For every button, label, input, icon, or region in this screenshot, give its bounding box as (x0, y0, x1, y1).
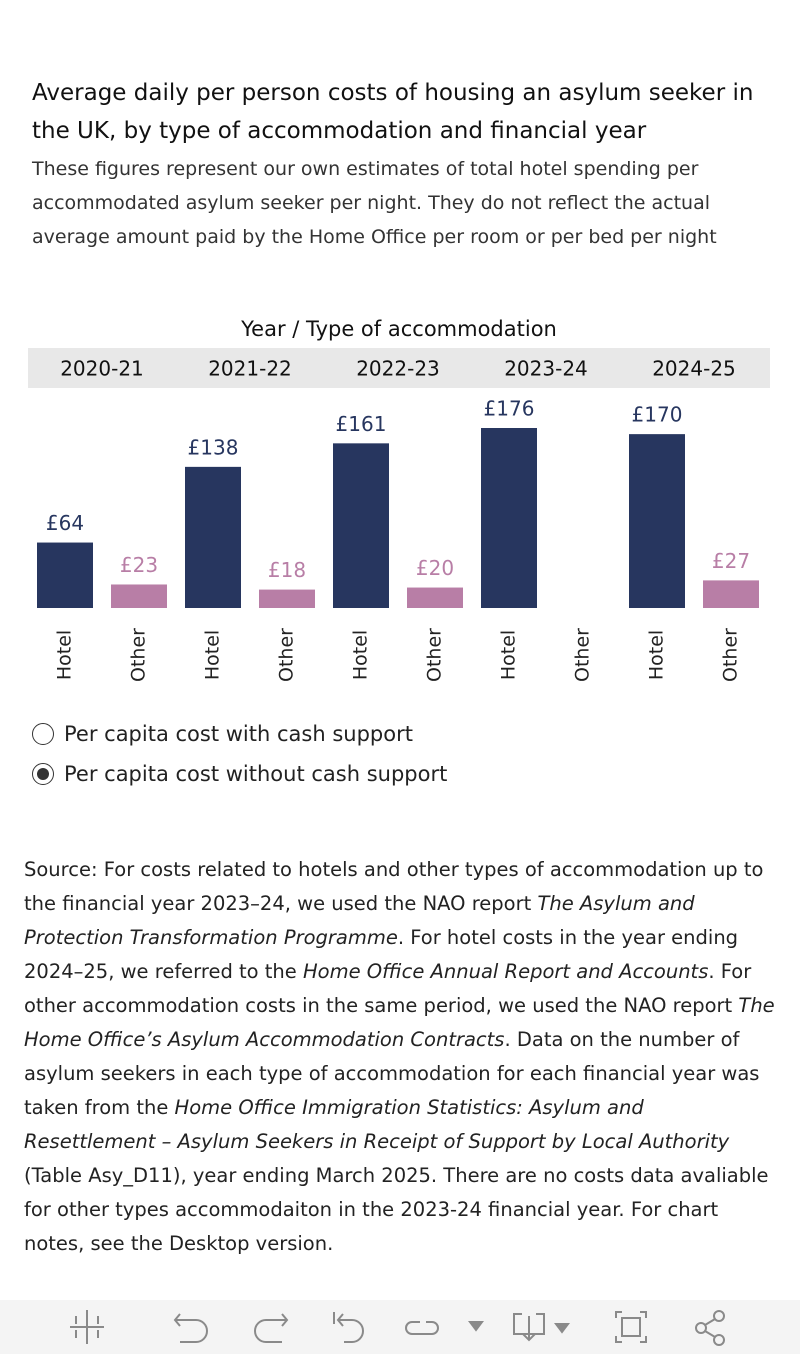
radio-button[interactable] (32, 723, 54, 745)
icon-tableau[interactable] (70, 1310, 104, 1344)
type-label: Other (128, 628, 150, 682)
value-label: £161 (336, 412, 387, 436)
header: Year / Type of accommodation (240, 317, 557, 341)
type-label: Other (572, 628, 594, 682)
icon-refresh[interactable] (405, 1321, 484, 1335)
source-text: . Data on the number of asylum seekers i… (24, 1028, 760, 1119)
value-label: £27 (712, 549, 750, 573)
icon-revert[interactable] (333, 1312, 364, 1343)
year-label: 2021-22 (208, 357, 292, 381)
value-label: £170 (632, 403, 683, 427)
type-label: Hotel (646, 630, 668, 680)
value-label: £23 (120, 553, 158, 577)
bar (481, 428, 537, 608)
icon-fullscreen[interactable] (615, 1311, 647, 1343)
value-label: £18 (268, 558, 306, 582)
source-text: . For hotel costs in the year ending 202… (24, 926, 739, 983)
chart: Year / Type of accommodation 2020-21 Hote… (28, 317, 770, 682)
type-label: Hotel (498, 630, 520, 680)
type-label: Hotel (202, 630, 224, 680)
radio-group: Per capita cost with cash support Per cap… (32, 714, 447, 794)
value-label: £20 (416, 556, 454, 580)
bar (407, 587, 463, 608)
value-label: £64 (46, 511, 84, 535)
toolbar (0, 1300, 800, 1354)
icon-undo[interactable] (173, 1313, 208, 1343)
radio-label[interactable]: Per capita cost with cash support (64, 722, 413, 746)
toolbar-icons (70, 1310, 725, 1346)
radio-option[interactable]: Per capita cost without cash support (32, 754, 447, 794)
value-label: £138 (188, 435, 239, 459)
bar (629, 434, 685, 608)
type-label: Hotel (350, 630, 372, 680)
source-note: Source: For costs related to hotels and … (24, 853, 776, 1261)
type-label: Other (424, 628, 446, 682)
icon-download[interactable] (513, 1313, 570, 1342)
source-title: The Home Office’s Asylum Accommodation C… (24, 994, 775, 1051)
type-label: Other (720, 628, 742, 682)
year-label: 2024-25 (652, 357, 736, 381)
bar (111, 584, 167, 608)
bar (333, 443, 389, 608)
year-label: 2022-23 (356, 357, 440, 381)
radio-button[interactable] (32, 763, 54, 785)
source-text: . For other accommodation costs in the s… (24, 960, 752, 1017)
source-title: Home Office Annual Report and Accounts (303, 960, 709, 983)
radio-label[interactable]: Per capita cost without cash support (64, 762, 448, 786)
header-band (28, 348, 770, 388)
chart-title: Average daily per person costs of housin… (32, 80, 754, 144)
type-label: Other (276, 628, 298, 682)
icon-redo[interactable] (254, 1313, 289, 1343)
year-label: 2020-21 (60, 357, 144, 381)
source-title: Home Office Immigration Statistics: Asyl… (24, 1096, 730, 1153)
bar (259, 589, 315, 608)
source-title: The Asylum and Protection Transformation… (24, 892, 695, 949)
source-text: Source: For costs related to hotels and … (24, 858, 764, 915)
radio-option[interactable]: Per capita cost with cash support (32, 714, 447, 754)
bar (37, 542, 93, 608)
type-label: Hotel (54, 630, 76, 680)
source-text: (Table Asy_D11), year ending March 2025.… (24, 1164, 769, 1255)
chart-subtitle: These figures represent our own estimate… (32, 158, 717, 248)
year-label: 2023-24 (504, 357, 588, 381)
value-label: £176 (484, 397, 535, 421)
bar (703, 580, 759, 608)
icon-share[interactable] (695, 1310, 725, 1346)
bar (185, 466, 241, 608)
radio-dot (37, 768, 49, 780)
